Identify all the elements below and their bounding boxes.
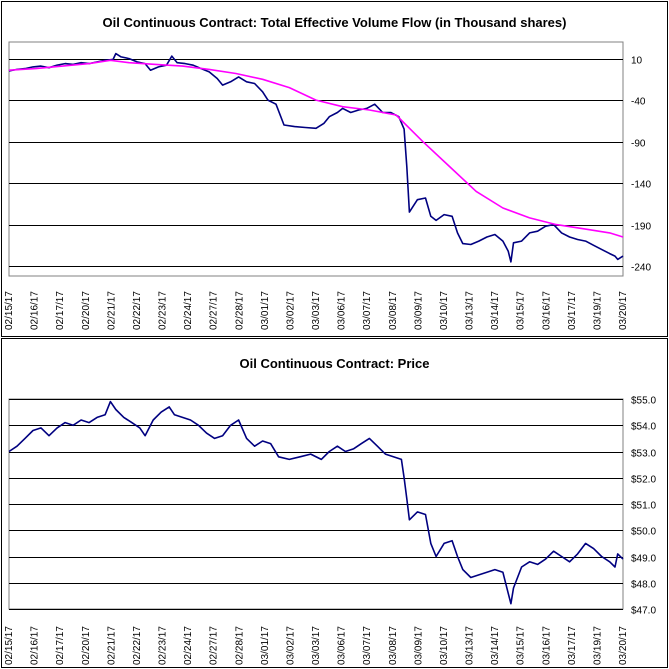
- price-x-tick-label: 02/16/17: [30, 626, 41, 665]
- price-y-tick-label: $53.0: [631, 449, 656, 460]
- volume-flow-x-tick-label: 03/19/17: [592, 291, 603, 330]
- volume-flow-x-tick-label: 03/15/17: [516, 291, 527, 330]
- volume-flow-x-tick-label: 03/02/17: [285, 291, 296, 330]
- price-x-tick-label: 02/21/17: [106, 626, 117, 665]
- volume-flow-x-tick-label: 03/20/17: [618, 291, 629, 330]
- volume-flow-y-tick-label: -240: [631, 263, 651, 274]
- price-x-tick-label: 03/14/17: [490, 626, 501, 665]
- volume-flow-x-tick-label: 02/27/17: [209, 291, 220, 330]
- price-y-tick-label: $47.0: [631, 606, 656, 617]
- volume-flow-y-tick-label: -140: [631, 180, 651, 191]
- price-x-tick-label: 03/08/17: [388, 626, 399, 665]
- volume-flow-x-tick-label: 03/14/17: [490, 291, 501, 330]
- volume-flow-x-tick-label: 03/01/17: [260, 291, 271, 330]
- volume-flow-x-tick-label: 03/13/17: [465, 291, 476, 330]
- price-y-tick-label: $48.0: [631, 580, 656, 591]
- price-y-tick-label: $55.0: [631, 396, 656, 407]
- price-y-tick-label: $50.0: [631, 527, 656, 538]
- volume-flow-x-tick-label: 02/20/17: [81, 291, 92, 330]
- price-x-tick-label: 02/22/17: [132, 626, 143, 665]
- price-x-tick-label: 02/28/17: [234, 626, 245, 665]
- volume-flow-chart-svg: 10 -40 -90 -140 -190 -240 02/15/17 02/16/17 02/1…: [4, 41, 651, 330]
- price-y-tick-label: $51.0: [631, 501, 656, 512]
- volume-flow-x-tick-label: 03/08/17: [388, 291, 399, 330]
- volume-flow-x-tick-label: 03/10/17: [439, 291, 450, 330]
- price-x-tick-label: 03/15/17: [516, 626, 527, 665]
- price-x-tick-label: 03/13/17: [465, 626, 476, 665]
- volume-flow-series-line-0: [8, 52, 624, 263]
- price-x-tick-label: 02/15/17: [4, 626, 15, 665]
- price-x-tick-label: 02/17/17: [55, 626, 66, 665]
- volume-flow-x-tick-label: 03/03/17: [311, 291, 322, 330]
- price-x-tick-label: 03/06/17: [337, 626, 348, 665]
- volume-flow-x-tick-label: 03/17/17: [567, 291, 578, 330]
- volume-flow-y-tick-label: -190: [631, 222, 651, 233]
- price-x-tick-label: 02/23/17: [158, 626, 169, 665]
- price-x-tick-label: 03/19/17: [592, 626, 603, 665]
- price-x-tick-label: 03/01/17: [260, 626, 271, 665]
- volume-flow-x-tick-label: 02/15/17: [4, 291, 15, 330]
- price-chart-title: Oil Continuous Contract: Price: [239, 356, 430, 371]
- volume-flow-x-tick-label: 02/28/17: [234, 291, 245, 330]
- price-x-tick-label: 03/03/17: [311, 626, 322, 665]
- volume-flow-chart-title: Oil Continuous Contract: Total Effective…: [102, 15, 567, 30]
- price-series-line-0: [8, 400, 624, 605]
- price-y-tick-label: $49.0: [631, 554, 656, 565]
- volume-flow-x-tick-label: 02/23/17: [158, 291, 169, 330]
- volume-flow-x-tick-label: 02/16/17: [30, 291, 41, 330]
- price-chart-panel: Oil Continuous Contract: Price $55.0 $54.…: [1, 338, 668, 668]
- price-x-tick-label: 03/16/17: [541, 626, 552, 665]
- price-x-tick-label: 02/27/17: [209, 626, 220, 665]
- volume-flow-x-tick-label: 02/22/17: [132, 291, 143, 330]
- volume-flow-x-tick-label: 03/09/17: [413, 291, 424, 330]
- price-x-tick-label: 03/07/17: [362, 626, 373, 665]
- price-x-tick-label: 03/10/17: [439, 626, 450, 665]
- volume-flow-y-tick-label: 10: [631, 56, 643, 67]
- volume-flow-chart-panel: Oil Continuous Contract: Total Effective…: [1, 1, 668, 337]
- price-x-tick-label: 02/24/17: [183, 626, 194, 665]
- volume-flow-y-tick-label: -90: [631, 139, 646, 150]
- volume-flow-x-tick-label: 02/17/17: [55, 291, 66, 330]
- price-chart-svg: $55.0 $54.0 $53.0 $52.0 $51.0 $50.0 $49.0 $48.0…: [4, 396, 656, 666]
- price-y-tick-label: $54.0: [631, 422, 656, 433]
- volume-flow-x-tick-label: 02/24/17: [183, 291, 194, 330]
- price-x-tick-label: 03/09/17: [413, 626, 424, 665]
- volume-flow-series-line-1: [8, 59, 624, 238]
- price-x-tick-label: 03/17/17: [567, 626, 578, 665]
- volume-flow-y-tick-label: -40: [631, 97, 646, 108]
- price-y-tick-label: $52.0: [631, 475, 656, 486]
- volume-flow-plot-frame: [8, 41, 624, 277]
- price-x-tick-label: 03/02/17: [285, 626, 296, 665]
- volume-flow-x-tick-label: 03/16/17: [541, 291, 552, 330]
- volume-flow-x-tick-label: 03/06/17: [337, 291, 348, 330]
- price-x-tick-label: 02/20/17: [81, 626, 92, 665]
- volume-flow-x-tick-label: 02/21/17: [106, 291, 117, 330]
- price-x-tick-label: 03/20/17: [618, 626, 629, 665]
- volume-flow-x-tick-label: 03/07/17: [362, 291, 373, 330]
